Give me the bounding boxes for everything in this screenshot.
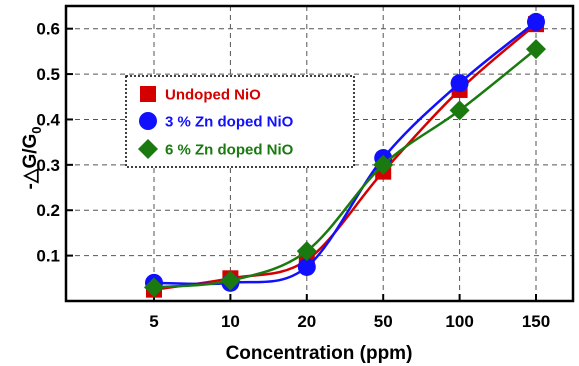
- x-tick-label: 20: [297, 312, 316, 331]
- y-tick-label: 0.4: [36, 110, 60, 129]
- legend-label: Undoped NiO: [165, 87, 261, 104]
- data-point: [144, 277, 164, 298]
- y-axis-title-main: -△G/G: [20, 134, 41, 190]
- data-point: [526, 39, 546, 60]
- y-tick-label: 0.3: [36, 156, 60, 175]
- x-tick-label: 100: [445, 312, 473, 331]
- legend-label: 3 % Zn doped NiO: [165, 114, 294, 131]
- plot-frame: [64, 4, 575, 303]
- y-axis-title-subscript: 0: [29, 126, 44, 133]
- legend-marker: [138, 139, 158, 159]
- data-point: [450, 74, 469, 93]
- data-point: [449, 100, 470, 121]
- series-layer: [144, 12, 546, 298]
- x-tick-label: 5: [149, 312, 158, 331]
- legend-label: 6 % Zn doped NiO: [165, 142, 294, 159]
- legend: Undoped NiO 3 % Zn doped NiO 6 % Zn doped …: [125, 75, 355, 168]
- y-tick-label: 0.5: [36, 65, 60, 84]
- y-tick-label: 0.2: [36, 201, 60, 220]
- y-tick-label: 0.1: [36, 247, 60, 266]
- legend-marker: [140, 86, 156, 102]
- data-point: [527, 12, 545, 31]
- x-axis-title: Concentration (ppm): [226, 343, 413, 364]
- x-tick-label: 50: [374, 312, 393, 331]
- data-point: [296, 241, 317, 262]
- legend-marker: [139, 112, 157, 130]
- data-point: [373, 154, 394, 175]
- x-tick-label: 150: [522, 312, 550, 331]
- y-tick-label: 0.6: [36, 20, 60, 39]
- axis-ticks: 5 10 20 50 100 150 0.1 0.2 0.3 0.4 0.5 0.6: [36, 20, 550, 331]
- y-axis-title: -△G/G0: [20, 126, 44, 189]
- data-point: [220, 270, 241, 291]
- x-tick-label: 10: [221, 312, 240, 331]
- series-zn6-doped-nio: [144, 39, 546, 298]
- data-point: [297, 257, 316, 276]
- legend-box: [125, 75, 355, 168]
